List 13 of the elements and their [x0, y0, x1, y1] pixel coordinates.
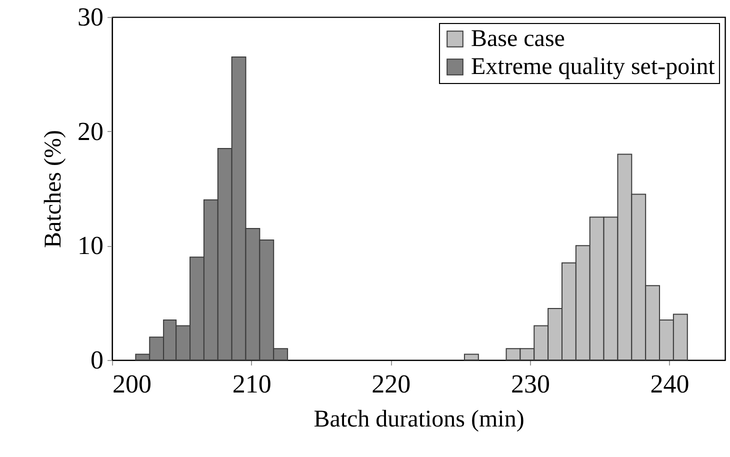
x-tick-label: 210: [232, 370, 272, 398]
x-tick-label: 240: [650, 370, 690, 398]
x-tick-label: 220: [372, 370, 411, 398]
x-tick-label: 230: [510, 370, 550, 398]
y-tick-label: 20: [78, 116, 104, 146]
y-tick-label: 10: [78, 231, 104, 260]
y-tick-label: 0: [90, 346, 104, 374]
legend-label: Base case: [471, 26, 565, 52]
x-axis-title: Batch durations (min): [314, 406, 524, 432]
y-axis-title: Batches (%): [40, 130, 66, 248]
legend-label: Extreme quality set-point: [471, 54, 716, 80]
x-tick-label: 200: [112, 370, 152, 398]
y-tick-label: 30: [78, 2, 104, 32]
